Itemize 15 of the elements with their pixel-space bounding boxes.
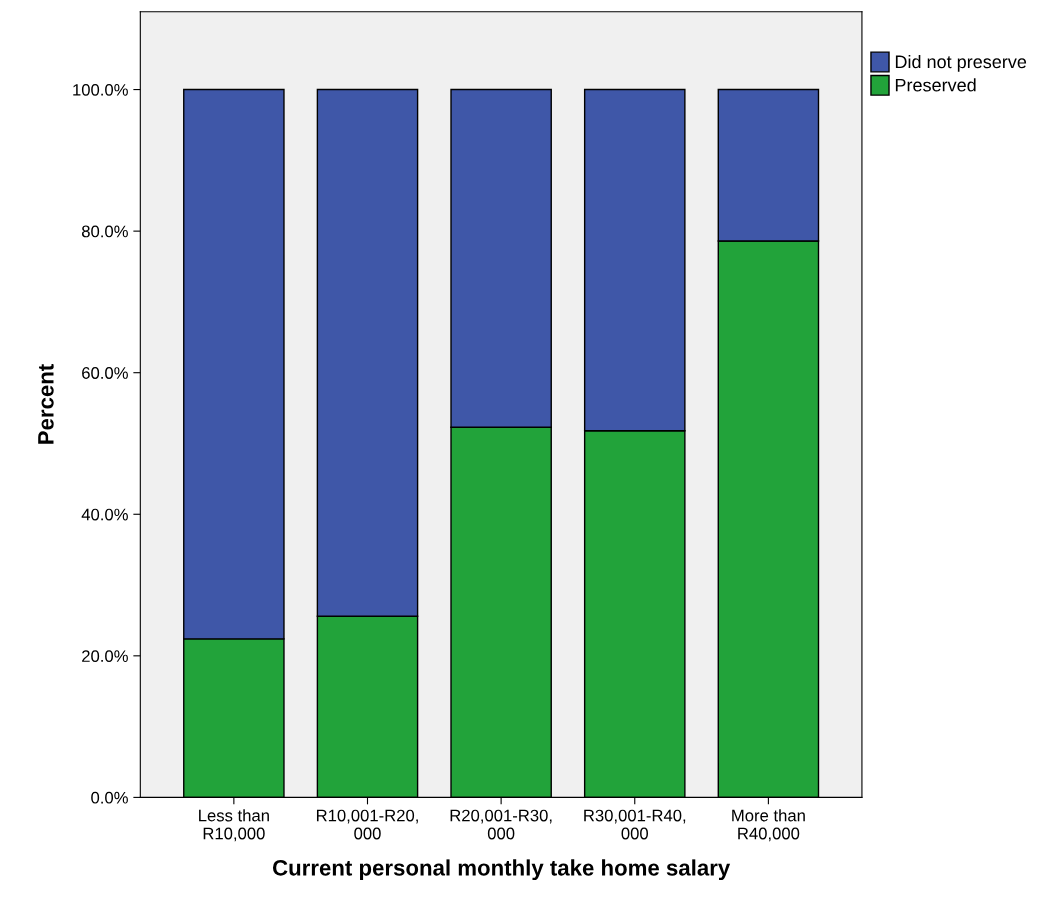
y-tick-label: 40.0% xyxy=(81,508,128,521)
y-tick-label: 100.0% xyxy=(73,83,128,96)
x-tick-label: R10,001-R20, 000 xyxy=(316,809,418,840)
x-tick-label: Less than R10,000 xyxy=(199,809,269,842)
x-tick-label: More than R40,000 xyxy=(732,809,805,842)
legend-label: Did not preserve xyxy=(895,54,1027,72)
y-tick-label: 60.0% xyxy=(82,367,128,379)
x-tick-label: R30,001-R40, 000 xyxy=(584,809,686,840)
y-tick-label: 80.0% xyxy=(81,225,128,238)
x-tick-label: R20,001-R30, 000 xyxy=(450,809,552,840)
y-tick-label: 0.0% xyxy=(91,791,128,804)
legend-label: Preserved xyxy=(895,78,976,92)
y-axis-title: Percent xyxy=(38,364,54,444)
x-axis-title: Current personal monthly take home salary xyxy=(272,859,731,881)
y-tick-label: 20.0% xyxy=(82,650,128,663)
